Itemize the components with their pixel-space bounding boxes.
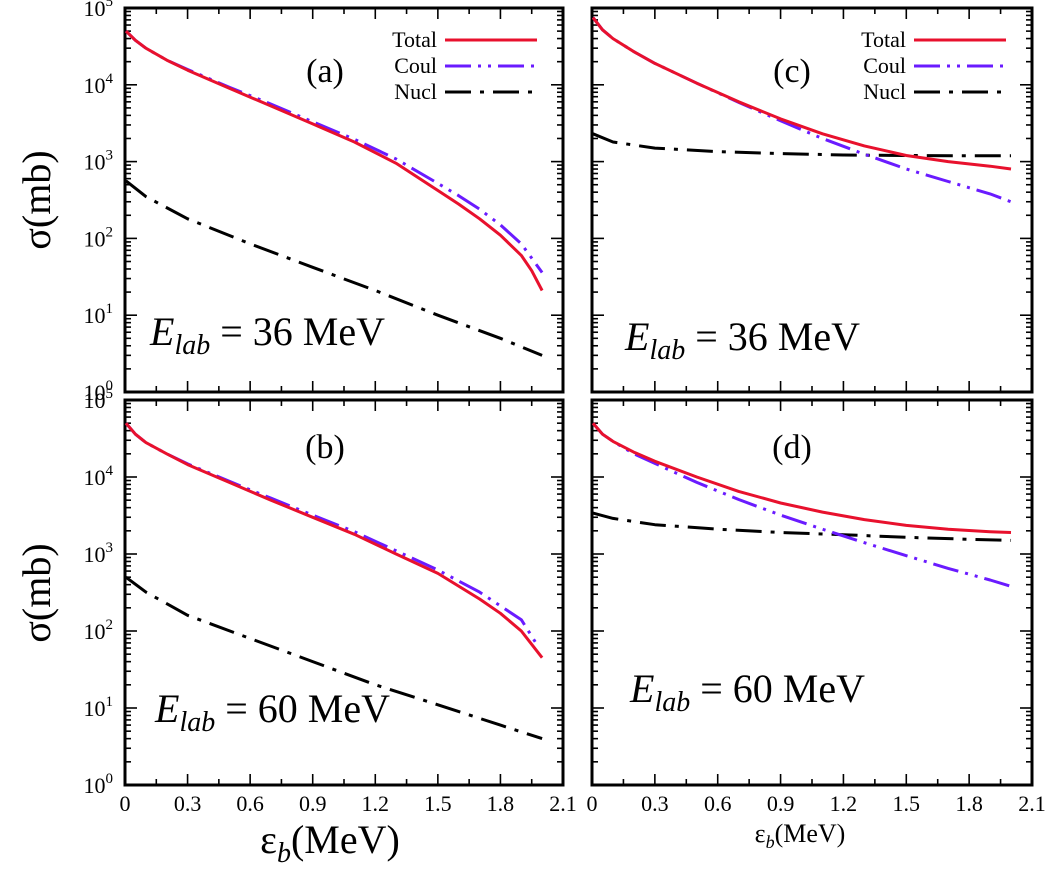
panel-label: (c) xyxy=(773,53,811,90)
panel-label: (b) xyxy=(305,429,345,466)
energy-annotation: Elab = 36 MeV xyxy=(624,314,860,366)
legend-label: Total xyxy=(392,27,437,52)
y-tick-label: 101 xyxy=(84,694,114,721)
legend-label: Coul xyxy=(394,53,437,78)
y-axis-label: σ(mb) xyxy=(14,543,59,642)
series-coul-line xyxy=(592,16,1012,204)
series-nucl-line xyxy=(125,179,543,357)
x-tick-label: 0.6 xyxy=(236,791,264,816)
x-tick-label: 0 xyxy=(587,791,598,816)
plot-frame xyxy=(590,398,1034,787)
x-axis-label: εb(MeV) xyxy=(755,819,846,852)
y-tick-label: 100 xyxy=(84,771,114,798)
x-tick-label: 1.2 xyxy=(362,791,390,816)
series-coul-line xyxy=(125,30,544,274)
panel-label: (d) xyxy=(772,429,812,466)
series-total-line xyxy=(592,422,1012,534)
y-tick-label: 102 xyxy=(84,224,114,251)
x-tick-label: 1.5 xyxy=(424,791,452,816)
x-tick-label: 1.5 xyxy=(893,791,921,816)
x-tick-label: 2.1 xyxy=(549,791,577,816)
x-tick-label: 1.8 xyxy=(487,791,515,816)
x-tick-label: 0.3 xyxy=(174,791,202,816)
series-total-line xyxy=(125,30,544,292)
series-coul-line xyxy=(125,422,538,644)
y-axis-label: σ(mb) xyxy=(14,150,59,249)
axis-labels: σ(mb) σ(mb) εb(MeV) εb(MeV) xyxy=(14,150,845,869)
legend-label: Nucl xyxy=(394,79,437,104)
y-tick-label: 104 xyxy=(84,463,114,490)
x-tick-label: 0.6 xyxy=(704,791,732,816)
x-tick-label: 0.9 xyxy=(767,791,795,816)
y-tick-label: 105 xyxy=(84,0,114,21)
x-axis-label: εb(MeV) xyxy=(260,817,400,869)
panel-b: 0 0.3 0.6 0.9 1.2 1.5 1.8 2.1 100 101 102 103 104 105… xyxy=(84,386,577,816)
x-tick-label: 0.9 xyxy=(299,791,327,816)
panel-d: 0 0.3 0.6 0.9 1.2 1.5 1.8 2.1 (d) Elab = 60 MeV xyxy=(587,398,1046,816)
x-tick-label: 1.8 xyxy=(955,791,983,816)
x-tick-label: 1.2 xyxy=(830,791,858,816)
y-tick-label: 103 xyxy=(84,148,114,175)
series-nucl-line xyxy=(592,132,1011,158)
y-tick-label: 105 xyxy=(84,386,114,413)
legend-label: Total xyxy=(861,27,906,52)
legend-label: Coul xyxy=(863,53,906,78)
series-nucl-line xyxy=(125,575,543,741)
series-total-line xyxy=(592,16,1012,171)
panel-a: 100 101 102 103 104 105 (a) Elab = 36 MeV TotalC… xyxy=(84,0,565,405)
y-tick-label: 100 xyxy=(84,378,114,405)
series-total-line xyxy=(125,422,544,659)
energy-annotation: Elab = 60 MeV xyxy=(154,686,390,738)
energy-annotation: Elab = 60 MeV xyxy=(629,666,865,718)
x-tick-label: 2.1 xyxy=(1018,791,1046,816)
y-tick-label: 103 xyxy=(84,540,114,567)
series-nucl-line xyxy=(592,511,1012,542)
legend-label: Nucl xyxy=(863,79,906,104)
y-tick-label: 101 xyxy=(84,301,114,328)
x-tick-label: 0 xyxy=(120,791,131,816)
energy-annotation: Elab = 36 MeV xyxy=(149,309,385,361)
x-tick-label: 0.3 xyxy=(641,791,669,816)
panel-label: (a) xyxy=(306,53,344,90)
series-coul-line xyxy=(592,422,1012,588)
y-tick-label: 102 xyxy=(84,617,114,644)
y-tick-label: 104 xyxy=(84,71,114,98)
